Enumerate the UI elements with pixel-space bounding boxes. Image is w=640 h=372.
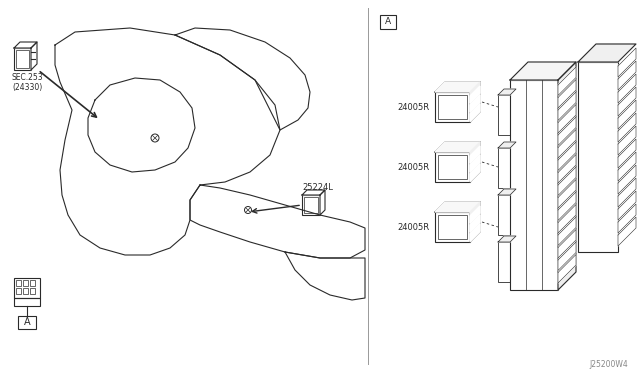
Polygon shape <box>510 62 576 80</box>
Polygon shape <box>470 104 480 121</box>
Polygon shape <box>470 202 480 242</box>
Bar <box>18 316 36 329</box>
Bar <box>438 155 467 179</box>
Bar <box>438 95 467 119</box>
Polygon shape <box>558 62 576 290</box>
Polygon shape <box>470 164 480 181</box>
Polygon shape <box>435 202 480 212</box>
Bar <box>14 298 40 306</box>
Polygon shape <box>558 129 576 158</box>
Bar <box>435 212 470 242</box>
Polygon shape <box>302 190 325 195</box>
Polygon shape <box>14 42 37 48</box>
Polygon shape <box>558 67 576 96</box>
Polygon shape <box>618 152 636 181</box>
Text: 24005R: 24005R <box>398 103 430 112</box>
Polygon shape <box>618 113 636 142</box>
Polygon shape <box>470 95 480 112</box>
Bar <box>14 278 40 298</box>
Bar <box>380 15 396 29</box>
Polygon shape <box>558 117 576 145</box>
Bar <box>14 48 31 70</box>
Polygon shape <box>558 230 576 258</box>
Bar <box>510 80 558 290</box>
Polygon shape <box>31 42 37 70</box>
Polygon shape <box>618 191 636 220</box>
Polygon shape <box>558 192 576 221</box>
Text: SEC.253
(24330): SEC.253 (24330) <box>12 73 44 92</box>
Polygon shape <box>558 205 576 233</box>
Bar <box>16 50 29 68</box>
Polygon shape <box>435 142 480 152</box>
Polygon shape <box>558 80 576 108</box>
Bar <box>438 215 467 239</box>
Polygon shape <box>618 178 636 207</box>
Polygon shape <box>618 165 636 194</box>
Bar <box>578 62 618 252</box>
Polygon shape <box>618 74 636 103</box>
Bar <box>435 152 470 182</box>
Polygon shape <box>470 86 480 103</box>
Polygon shape <box>578 44 636 62</box>
Polygon shape <box>558 180 576 208</box>
Polygon shape <box>470 215 480 232</box>
Polygon shape <box>470 142 480 182</box>
Polygon shape <box>558 142 576 170</box>
Polygon shape <box>498 189 516 195</box>
Polygon shape <box>558 242 576 270</box>
Bar <box>30 280 35 286</box>
Bar <box>304 197 318 213</box>
Polygon shape <box>618 139 636 168</box>
Polygon shape <box>470 82 480 122</box>
Bar <box>23 288 28 294</box>
Bar <box>16 288 21 294</box>
Bar <box>16 280 21 286</box>
Bar <box>498 95 510 135</box>
Text: 24005R: 24005R <box>398 163 430 171</box>
Polygon shape <box>558 167 576 196</box>
Polygon shape <box>618 217 636 246</box>
Bar <box>498 242 510 282</box>
Polygon shape <box>618 100 636 129</box>
Polygon shape <box>618 87 636 116</box>
Polygon shape <box>558 105 576 133</box>
Polygon shape <box>558 154 576 183</box>
Polygon shape <box>470 155 480 172</box>
Polygon shape <box>498 89 516 95</box>
Text: A: A <box>385 17 391 26</box>
Polygon shape <box>618 126 636 155</box>
Polygon shape <box>498 236 516 242</box>
Text: 25224L: 25224L <box>302 183 333 192</box>
Polygon shape <box>558 92 576 121</box>
Polygon shape <box>558 254 576 283</box>
Polygon shape <box>470 224 480 241</box>
Bar <box>30 288 35 294</box>
Bar <box>498 148 510 188</box>
Text: J25200W4: J25200W4 <box>589 360 628 369</box>
Text: 24005R: 24005R <box>398 222 430 231</box>
Bar <box>435 92 470 122</box>
Bar <box>498 195 510 235</box>
Polygon shape <box>498 142 516 148</box>
Polygon shape <box>470 146 480 163</box>
Polygon shape <box>618 204 636 233</box>
Polygon shape <box>320 190 325 215</box>
Bar <box>23 280 28 286</box>
Polygon shape <box>618 48 636 77</box>
Polygon shape <box>618 61 636 90</box>
Polygon shape <box>470 206 480 223</box>
Text: A: A <box>24 317 30 327</box>
Bar <box>302 195 320 215</box>
Polygon shape <box>558 217 576 246</box>
Polygon shape <box>435 82 480 92</box>
